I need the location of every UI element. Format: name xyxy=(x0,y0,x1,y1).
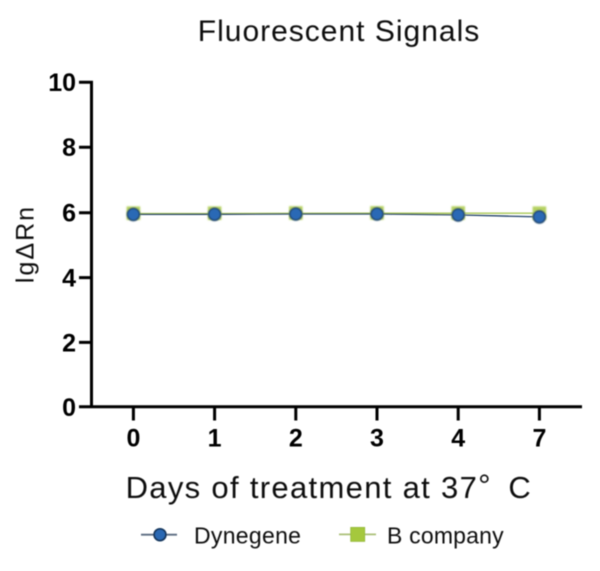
svg-text:lgΔRn: lgΔRn xyxy=(12,205,40,283)
svg-text:B company: B company xyxy=(387,523,504,549)
svg-text:8: 8 xyxy=(62,134,76,162)
svg-text:2: 2 xyxy=(289,425,303,453)
svg-text:7: 7 xyxy=(532,425,546,453)
svg-text:3: 3 xyxy=(370,425,384,453)
svg-text:Days of treatment at 37°C: Days of treatment at 37° C xyxy=(126,468,533,505)
svg-text:1: 1 xyxy=(208,425,222,453)
svg-text:2: 2 xyxy=(62,329,76,357)
svg-text:0: 0 xyxy=(126,425,140,453)
svg-text:0: 0 xyxy=(62,394,76,422)
svg-text:Fluorescent Signals: Fluorescent Signals xyxy=(198,15,480,48)
svg-text:6: 6 xyxy=(62,200,76,228)
svg-text:4: 4 xyxy=(62,265,76,293)
svg-text:10: 10 xyxy=(48,69,76,97)
svg-text:4: 4 xyxy=(451,425,465,453)
svg-text:Dynegene: Dynegene xyxy=(194,523,301,549)
